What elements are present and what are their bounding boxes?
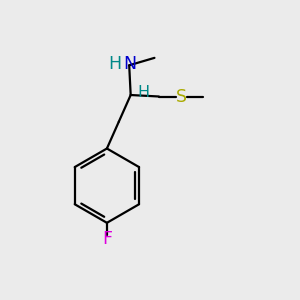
Text: N: N <box>123 55 136 73</box>
Text: H: H <box>108 55 121 73</box>
Text: S: S <box>176 88 187 106</box>
Text: H: H <box>137 85 149 100</box>
Text: F: F <box>102 230 112 248</box>
